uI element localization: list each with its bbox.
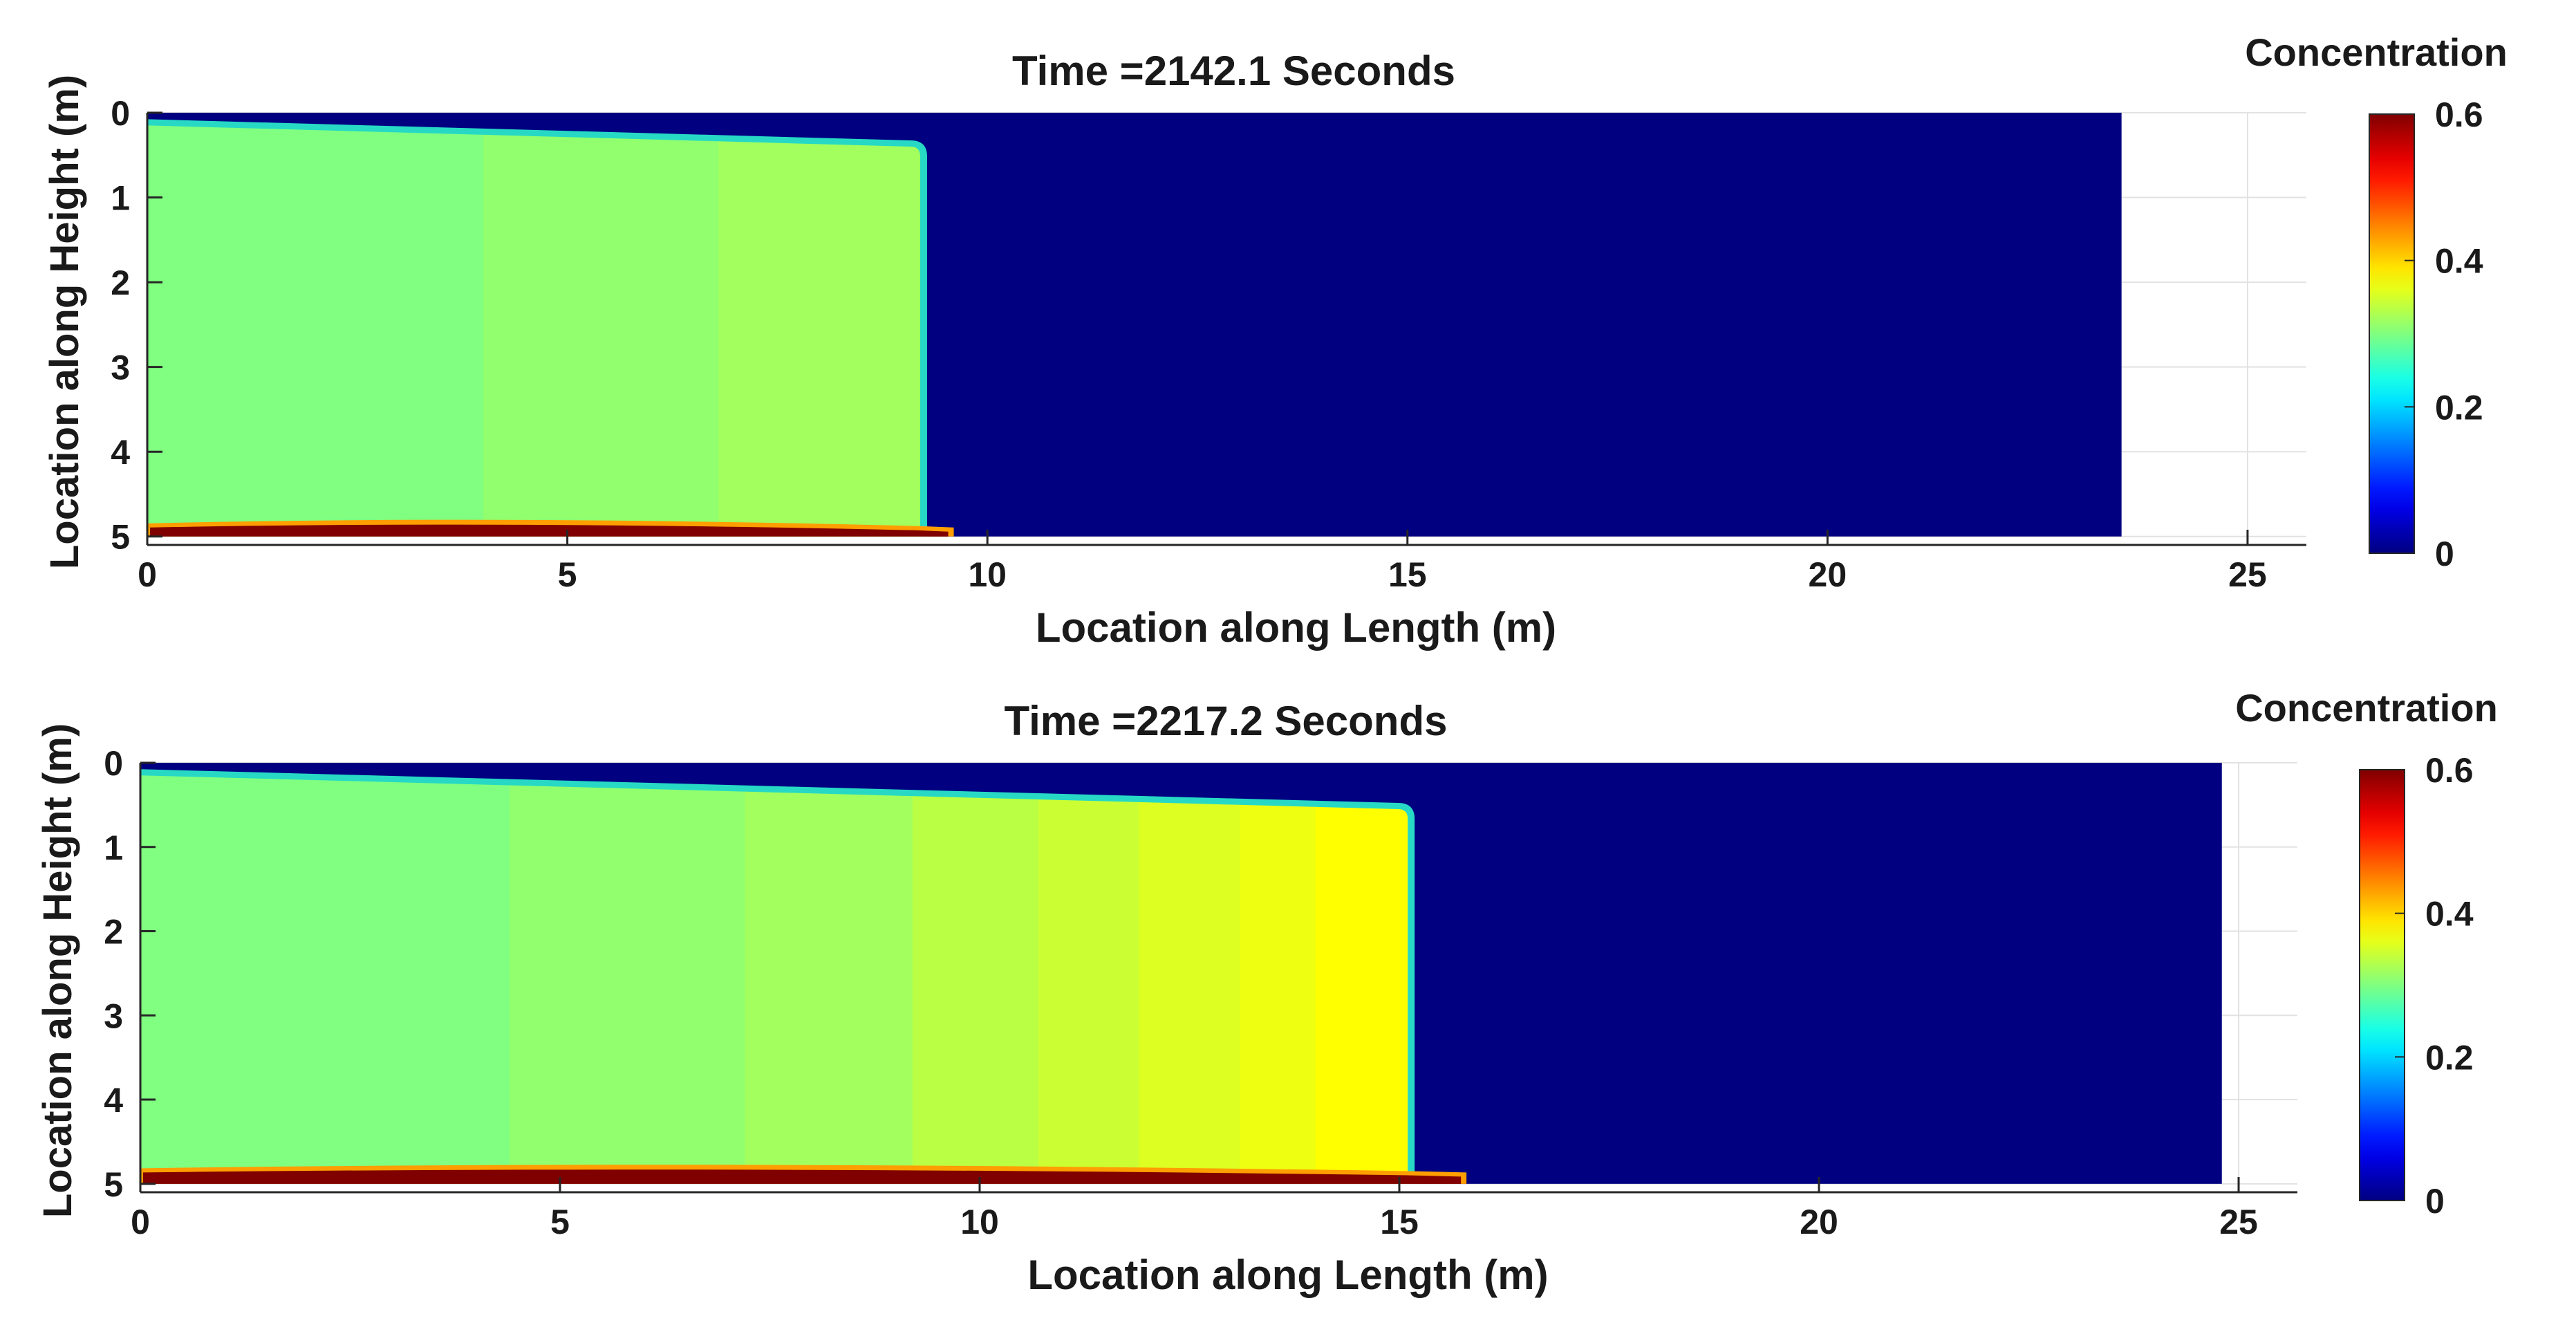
bed-layer bbox=[143, 1169, 1462, 1184]
colorbar-label: Concentration bbox=[2245, 30, 2508, 74]
x-tick-label: 0 bbox=[138, 555, 157, 594]
concentration-band bbox=[483, 125, 719, 537]
concentration-band bbox=[1315, 775, 1408, 1184]
x-tick-label: 15 bbox=[1388, 555, 1427, 594]
colorbar: 0 0.2 0.4 0.6 Concentration bbox=[2235, 686, 2498, 1221]
y-tick-label: 1 bbox=[111, 179, 130, 218]
colorbar-tick-label: 0.2 bbox=[2425, 1038, 2474, 1077]
colorbar-tick-label: 0.6 bbox=[2425, 751, 2474, 790]
concentration-band bbox=[1038, 775, 1140, 1184]
concentration-band bbox=[140, 775, 510, 1184]
y-tick-label: 5 bbox=[111, 518, 130, 557]
y-tick-label: 3 bbox=[111, 349, 130, 387]
x-tick-label: 5 bbox=[558, 555, 577, 594]
x-tick-label: 20 bbox=[1809, 555, 1847, 594]
x-tick-label: 25 bbox=[2219, 1203, 2258, 1241]
colorbar-scale bbox=[2359, 769, 2405, 1201]
y-tick-label: 4 bbox=[104, 1081, 123, 1120]
chart-title: Time =2142.1 Seconds bbox=[1012, 48, 1455, 94]
colorbar-label: Concentration bbox=[2235, 686, 2498, 730]
chart-title: Time =2217.2 Seconds bbox=[1005, 698, 1448, 744]
x-tick-label: 20 bbox=[1800, 1203, 1838, 1241]
colorbar-scale bbox=[2369, 113, 2415, 554]
colorbar: 0 0.2 0.4 0.6 Concentration bbox=[2245, 30, 2508, 573]
concentration-band bbox=[510, 775, 745, 1184]
x-axis-label: Location along Length (m) bbox=[1027, 1252, 1548, 1298]
y-tick-label: 1 bbox=[104, 828, 123, 867]
colorbar-tick-label: 0 bbox=[2435, 535, 2454, 573]
y-tick-label: 0 bbox=[104, 744, 123, 783]
y-tick-label: 2 bbox=[104, 913, 123, 952]
y-axis-label: Location along Height (m) bbox=[35, 723, 80, 1218]
y-axis-label: Location along Height (m) bbox=[42, 75, 87, 569]
concentration-band bbox=[718, 125, 920, 537]
x-axis-label: Location along Length (m) bbox=[1036, 604, 1556, 651]
x-tick-label: 10 bbox=[960, 1203, 999, 1241]
bed-layer bbox=[150, 524, 949, 537]
colorbar-tick-label: 0.4 bbox=[2435, 242, 2483, 281]
current-bands bbox=[147, 125, 920, 537]
x-tick-label: 0 bbox=[131, 1203, 150, 1241]
concentration-band bbox=[745, 775, 913, 1184]
colorbar-tick-label: 0 bbox=[2425, 1182, 2445, 1221]
colorbar-tick-label: 0.6 bbox=[2435, 95, 2483, 134]
x-tick-label: 15 bbox=[1380, 1203, 1419, 1241]
concentration-band bbox=[912, 775, 1039, 1184]
current-bands bbox=[140, 775, 1408, 1184]
concentration-band bbox=[1139, 775, 1240, 1184]
y-tick-label: 4 bbox=[111, 433, 130, 472]
x-tick-label: 5 bbox=[550, 1203, 570, 1241]
colorbar-tick-label: 0.2 bbox=[2435, 388, 2483, 427]
y-tick-label: 3 bbox=[104, 997, 123, 1035]
x-tick-label: 10 bbox=[968, 555, 1007, 594]
concentration-field bbox=[147, 113, 2122, 537]
concentration-band bbox=[147, 125, 484, 537]
colorbar-tick-label: 0.4 bbox=[2425, 895, 2474, 934]
concentration-field bbox=[140, 763, 2222, 1184]
x-tick-label: 25 bbox=[2228, 555, 2267, 594]
y-tick-label: 2 bbox=[111, 263, 130, 302]
y-tick-label: 0 bbox=[111, 94, 130, 133]
concentration-band bbox=[1240, 775, 1316, 1184]
y-tick-label: 5 bbox=[104, 1165, 123, 1204]
